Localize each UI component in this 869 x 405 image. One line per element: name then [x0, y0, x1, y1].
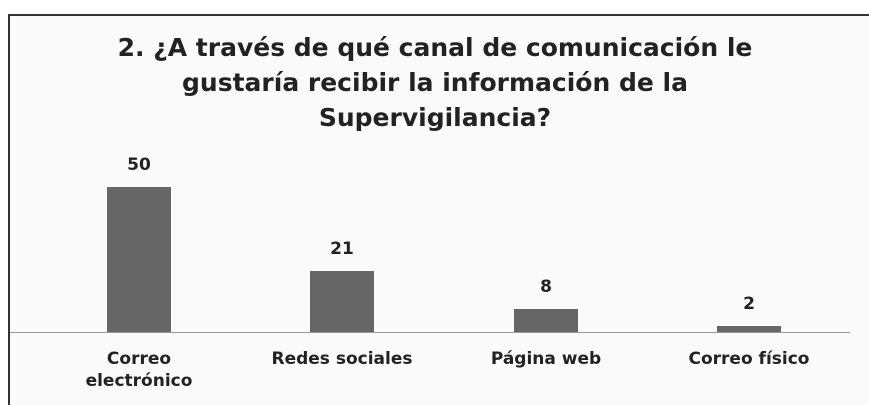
x-tick-label: Correo físico [688, 349, 810, 369]
data-label: 21 [330, 239, 354, 260]
x-tick-label: Correo electrónico [85, 349, 193, 391]
x-tick-label: Página web [490, 349, 602, 369]
bar [310, 271, 374, 332]
bar [107, 187, 171, 332]
x-tick-label: Redes sociales [271, 349, 413, 369]
data-label: 2 [743, 294, 755, 315]
baseline [10, 332, 850, 333]
data-label: 8 [540, 276, 552, 297]
bar [717, 326, 781, 332]
chart-title: 2. ¿A través de qué canal de comunicació… [117, 33, 753, 132]
bar [514, 308, 578, 332]
data-label: 50 [127, 155, 151, 175]
